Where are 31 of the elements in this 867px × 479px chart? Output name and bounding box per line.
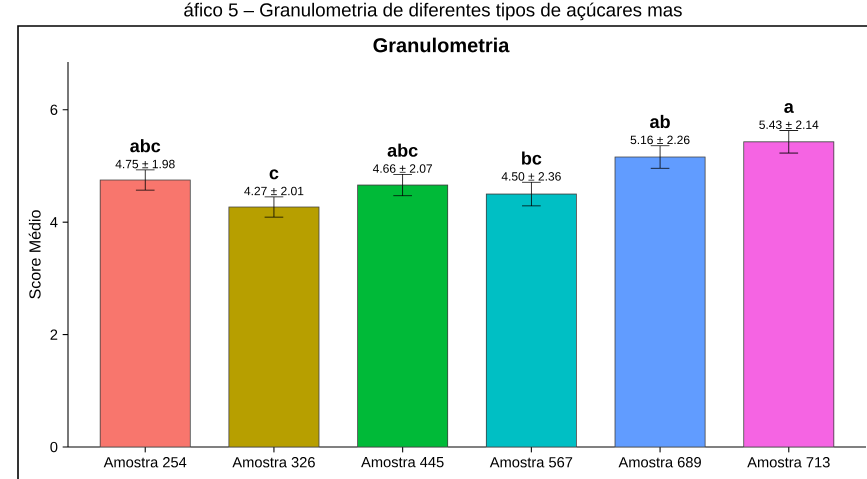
annotation: abc: [388, 144, 418, 157]
bar: [743, 141, 834, 448]
annotation: abc: [130, 139, 160, 152]
y-tick-label: 2: [50, 329, 58, 340]
x-tick-label: Amostra 445: [361, 457, 444, 468]
x-tick-label: Amostra 567: [490, 457, 572, 468]
data-label: 5.16 ± 2.26: [630, 136, 690, 144]
y-tick-label: 0: [50, 442, 58, 452]
data-label: 4.75 ± 1.98: [116, 160, 175, 168]
data-label: 4.66 ± 2.07: [372, 164, 432, 173]
annotation: c: [270, 169, 278, 180]
bar: [614, 156, 706, 448]
y-tick-label: 4: [50, 217, 58, 228]
x-tick-label: Amostra 713: [747, 457, 830, 468]
y-tick-label: 6: [50, 104, 58, 115]
x-tick-label: Amostra 689: [618, 457, 701, 468]
data-label: 4.50 ± 2.36: [502, 172, 561, 181]
bar: [357, 184, 448, 448]
data-label: 5.43 ± 2.14: [759, 120, 818, 129]
data-label: 4.27 ± 2.01: [244, 186, 304, 196]
x-tick-label: Amostra 326: [232, 457, 315, 468]
bar: [486, 194, 577, 448]
bar: [100, 180, 191, 448]
text: áfico 5 – Granulometria de diferentes tipos de açúcares mas: [184, 2, 682, 20]
annotation: bc: [522, 151, 542, 165]
bar: [228, 206, 320, 448]
x-tick-label: Amostra 254: [104, 457, 186, 468]
annotation: a: [784, 103, 794, 113]
y-axis-title: Score Médio: [28, 210, 41, 299]
chart-title: Granulometria: [373, 38, 510, 52]
annotation: ab: [650, 114, 670, 128]
